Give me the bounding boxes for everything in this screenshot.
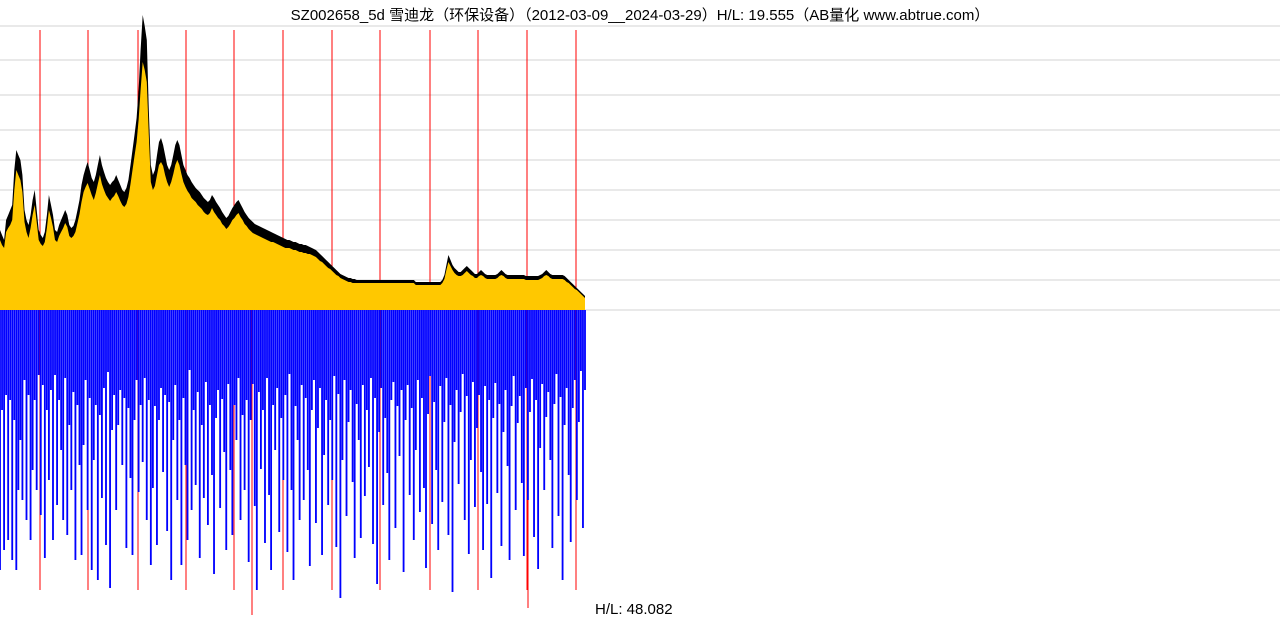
bottom-hl-label: H/L: 48.082 — [595, 601, 673, 618]
chart-container: SZ002658_5d 雪迪龙（环保设备）（2012-03-09__2024-0… — [0, 0, 1280, 620]
chart-title: SZ002658_5d 雪迪龙（环保设备）（2012-03-09__2024-0… — [0, 4, 1280, 25]
chart-svg — [0, 0, 1280, 620]
